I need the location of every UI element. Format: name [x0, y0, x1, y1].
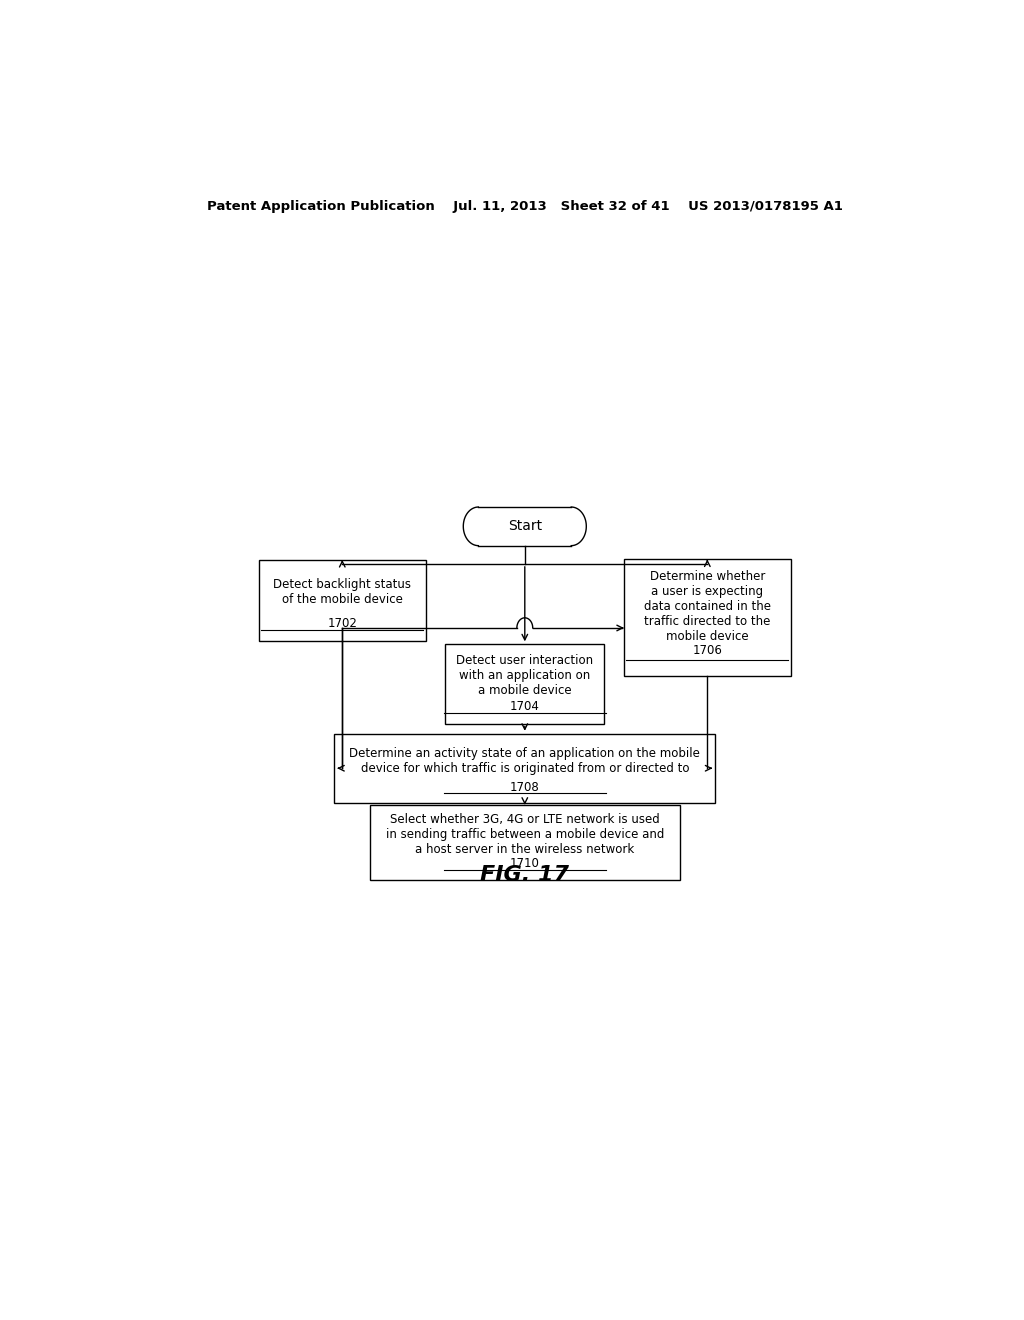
- Text: 1704: 1704: [510, 700, 540, 713]
- Text: 1710: 1710: [510, 857, 540, 870]
- Text: Detect user interaction
with an application on
a mobile device: Detect user interaction with an applicat…: [457, 655, 593, 697]
- Text: 1706: 1706: [692, 644, 722, 657]
- Ellipse shape: [556, 507, 587, 545]
- Text: 1708: 1708: [510, 781, 540, 795]
- Text: Select whether 3G, 4G or LTE network is used
in sending traffic between a mobile: Select whether 3G, 4G or LTE network is …: [386, 813, 664, 857]
- Ellipse shape: [463, 507, 494, 545]
- Bar: [334, 734, 715, 803]
- Bar: [445, 644, 604, 723]
- Text: FIG. 17: FIG. 17: [480, 865, 569, 884]
- Bar: [624, 560, 791, 676]
- Text: 1702: 1702: [328, 616, 357, 630]
- Text: Determine an activity state of an application on the mobile
device for which tra: Determine an activity state of an applic…: [349, 747, 700, 775]
- Text: Patent Application Publication    Jul. 11, 2013   Sheet 32 of 41    US 2013/0178: Patent Application Publication Jul. 11, …: [207, 199, 843, 213]
- Text: Detect backlight status
of the mobile device: Detect backlight status of the mobile de…: [273, 578, 412, 606]
- Bar: [478, 507, 571, 545]
- Bar: [370, 805, 680, 880]
- Text: Start: Start: [508, 519, 542, 533]
- Bar: [259, 560, 426, 642]
- Text: Determine whether
a user is expecting
data contained in the
traffic directed to : Determine whether a user is expecting da…: [644, 570, 771, 643]
